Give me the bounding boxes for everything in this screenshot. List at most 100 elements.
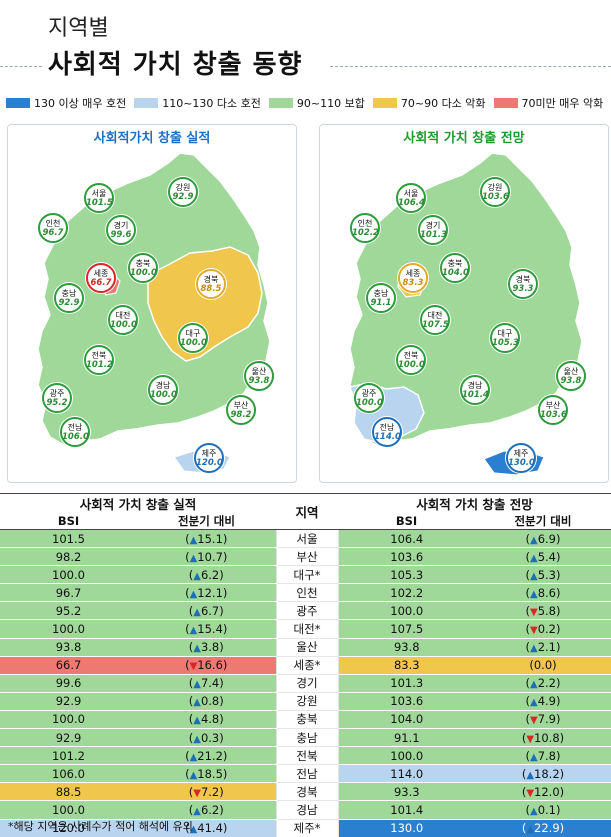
legend-label: 110~130 다소 호전 xyxy=(162,97,261,110)
map-badge: 울산 93.8 xyxy=(556,361,586,391)
map-badge-region: 경남 xyxy=(155,381,171,390)
triangle-up-icon: ▲ xyxy=(193,805,201,817)
change-value: 2.2 xyxy=(537,676,556,691)
change-value: 2.1 xyxy=(537,640,556,655)
legend-swatch xyxy=(493,98,518,108)
map-badge-region: 강원 xyxy=(175,183,191,192)
map-badge: 제주 120.0 xyxy=(194,443,224,473)
map-badge: 울산 93.8 xyxy=(244,361,274,391)
title-divider-left xyxy=(0,66,42,67)
forecast-change-cell: (▲22.9) xyxy=(475,819,611,837)
map-badge-region: 대전 xyxy=(115,311,131,320)
triangle-up-icon: ▲ xyxy=(193,643,201,655)
forecast-bsi-cell: 93.8 xyxy=(338,638,475,657)
change-value: 0.1 xyxy=(537,802,556,817)
triangle-up-icon: ▲ xyxy=(193,697,201,709)
map-badge-value: 96.7 xyxy=(42,228,64,238)
triangle-up-icon: ▲ xyxy=(193,733,201,745)
triangle-up-icon: ▲ xyxy=(530,805,538,817)
triangle-up-icon: ▲ xyxy=(530,697,538,709)
map-badge: 서울 101.5 xyxy=(84,183,114,213)
map-badge-value: 120.0 xyxy=(196,458,223,468)
map-badge-region: 경북 xyxy=(515,275,531,284)
forecast-bsi-cell: 130.0 xyxy=(338,819,475,837)
region-cell: 충남 xyxy=(275,728,339,748)
map-badge: 대구 100.0 xyxy=(178,323,208,353)
change-value: 4.8 xyxy=(200,712,220,727)
map-badge-value: 101.4 xyxy=(462,390,489,400)
forecast-change-cell: (▼12.0) xyxy=(475,782,611,802)
actual-change-cell: (▲18.5) xyxy=(137,764,276,784)
triangle-down-icon: ▼ xyxy=(530,625,538,637)
table-row: 100.0 (▲6.2) 경남 101.4 (▲0.1) xyxy=(0,800,611,820)
change-value: 7.9 xyxy=(537,712,556,727)
table-row: 100.0 (▲15.4) 대전* 107.5 (▼0.2) xyxy=(0,619,611,639)
triangle-up-icon: ▲ xyxy=(530,643,538,655)
map-badge: 부산 103.6 xyxy=(538,395,568,425)
triangle-up-icon: ▲ xyxy=(193,679,201,691)
map-badge: 인천 102.2 xyxy=(350,213,380,243)
region-cell: 전남 xyxy=(275,764,339,784)
map-badge-region: 광주 xyxy=(49,389,65,398)
forecast-bsi-cell: 101.3 xyxy=(338,674,475,693)
map-badge-region: 충북 xyxy=(135,259,151,268)
legend-label: 70~90 다소 악화 xyxy=(400,97,486,110)
actual-header: 사회적 가치 창출 실적 xyxy=(0,493,276,513)
forecast-bsi-cell: 83.3 xyxy=(338,656,475,675)
forecast-bsi-header: BSI xyxy=(338,513,475,530)
actual-bsi-cell: 106.0 xyxy=(0,764,137,784)
map-badge: 전남 114.0 xyxy=(372,417,402,447)
actual-change-cell: (▲0.8) xyxy=(137,692,276,711)
forecast-change-cell: (▲4.9) xyxy=(475,692,611,711)
actual-prev-header: 전분기 대비 xyxy=(137,513,276,530)
table-row: 106.0 (▲18.5) 전남 114.0 (▲18.2) xyxy=(0,764,611,784)
map-badge-region: 경기 xyxy=(113,221,129,230)
forecast-change-cell: (▲0.1) xyxy=(475,800,611,820)
table-row: 95.2 (▲6.7) 광주 100.0 (▼5.8) xyxy=(0,601,611,621)
map-badge-region: 서울 xyxy=(91,189,107,198)
forecast-bsi-cell: 100.0 xyxy=(338,601,475,621)
actual-change-cell: (▲0.3) xyxy=(137,728,276,748)
map-badge: 부산 98.2 xyxy=(226,395,256,425)
map-badge-region: 경기 xyxy=(425,221,441,230)
region-cell: 대구* xyxy=(275,565,339,585)
change-value: 21.2 xyxy=(197,748,223,763)
region-cell: 제주* xyxy=(275,819,339,837)
map-badge-value: 103.6 xyxy=(482,192,509,202)
change-value: 10.7 xyxy=(197,549,223,564)
map-badge-value: 100.0 xyxy=(130,268,157,278)
map-badge-region: 서울 xyxy=(403,189,419,198)
map-badge-region: 세종 xyxy=(405,269,421,278)
change-value: 7.2 xyxy=(200,784,220,799)
actual-change-cell: (▲6.2) xyxy=(137,565,276,585)
map-badge: 대전 100.0 xyxy=(108,305,138,335)
map-badge-region: 제주 xyxy=(201,449,217,458)
map-badge-region: 충남 xyxy=(373,289,389,298)
change-value: 6.9 xyxy=(537,531,556,546)
map-badge-value: 114.0 xyxy=(374,432,401,442)
table-row: 66.7 (▼16.6) 세종* 83.3 (0.0) xyxy=(0,656,611,675)
map-badge-region: 대구 xyxy=(497,329,513,338)
forecast-change-cell: (▲2.1) xyxy=(475,638,611,657)
triangle-down-icon: ▼ xyxy=(193,787,201,799)
region-cell: 경기 xyxy=(275,674,339,693)
triangle-up-icon: ▲ xyxy=(530,588,538,600)
map-badge: 광주 100.0 xyxy=(354,383,384,413)
change-value: 16.6 xyxy=(197,658,223,673)
map-badge: 충북 100.0 xyxy=(128,253,158,283)
forecast-bsi-cell: 105.3 xyxy=(338,565,475,585)
triangle-up-icon: ▲ xyxy=(530,570,538,582)
forecast-bsi-cell: 100.0 xyxy=(338,746,475,766)
map-badge: 전북 101.2 xyxy=(84,345,114,375)
map-badge-value: 101.2 xyxy=(86,360,113,370)
triangle-up-icon: ▲ xyxy=(189,824,198,836)
change-value: 22.9 xyxy=(534,821,560,836)
map-badge-value: 100.0 xyxy=(110,320,137,330)
bsi-table: 사회적 가치 창출 실적 지역 사회적 가치 창출 전망 BSI 전분기 대비 … xyxy=(0,493,611,837)
triangle-up-icon: ▲ xyxy=(526,824,535,836)
table-row: 99.6 (▲7.4) 경기 101.3 (▲2.2) xyxy=(0,674,611,693)
map-badge-region: 전남 xyxy=(67,423,83,432)
page-subtitle: 지역별 xyxy=(48,16,109,41)
table-row: 96.7 (▲12.1) 인천 102.2 (▲8.6) xyxy=(0,583,611,603)
triangle-up-icon: ▲ xyxy=(530,552,538,564)
